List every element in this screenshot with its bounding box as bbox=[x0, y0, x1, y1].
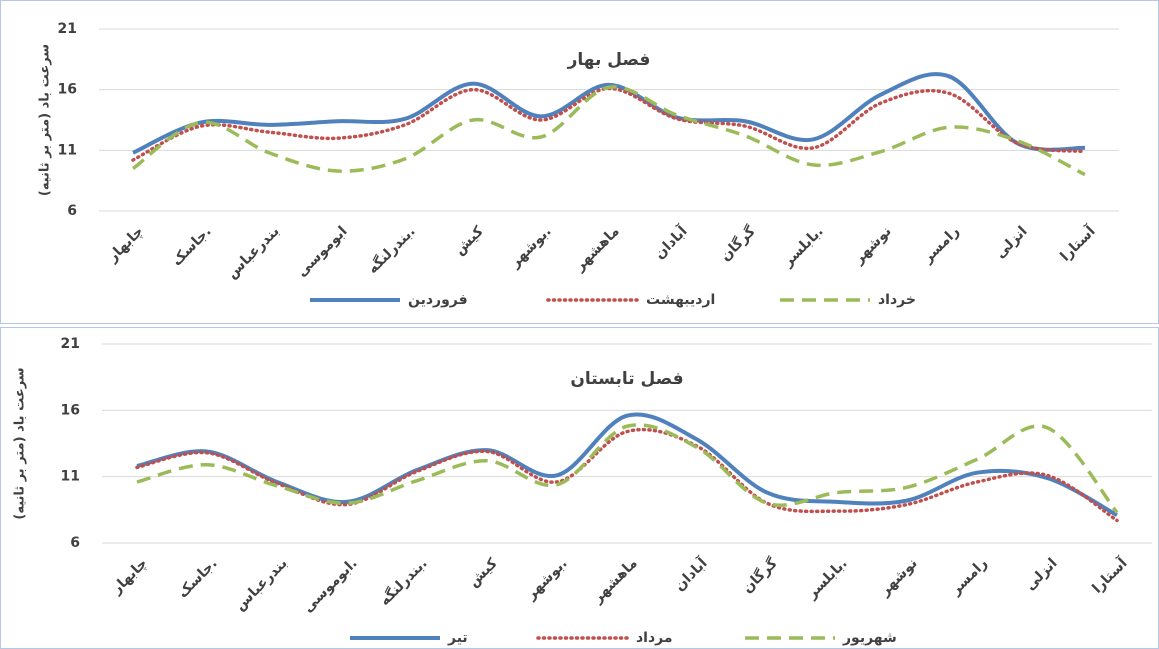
x-tick-label: بابلسر. bbox=[779, 223, 826, 270]
y-tick-label: 6 bbox=[67, 203, 77, 219]
x-tick-label: آستارا bbox=[1056, 221, 1100, 265]
y-axis-label: سرعت باد (متر بر ثانیه) bbox=[38, 44, 53, 196]
y-axis-label: سرعت باد (متر بر ثانیه) bbox=[13, 367, 28, 519]
y-tick-label: 16 bbox=[61, 402, 80, 418]
x-tick-label: چابهار bbox=[104, 223, 147, 266]
y-tick-label: 21 bbox=[61, 336, 80, 352]
x-tick-label: انزلی bbox=[992, 223, 1030, 261]
x-tick-label: کیش bbox=[452, 223, 488, 259]
x-tick-label: جاسک. bbox=[175, 555, 221, 601]
x-tick-label: ابوموسی. bbox=[300, 555, 360, 615]
x-tick-label: رامسر bbox=[919, 223, 962, 266]
series-line bbox=[136, 412, 1118, 517]
y-tick-label: 11 bbox=[58, 142, 77, 158]
y-tick-label: 6 bbox=[70, 535, 80, 551]
chart-frame bbox=[0, 0, 1159, 324]
x-tick-label: ماهشهر bbox=[571, 223, 623, 275]
x-tick-label: ابوموسی bbox=[294, 223, 351, 280]
legend-label: مرداد bbox=[636, 630, 673, 646]
x-tick-label: بابلسر. bbox=[803, 555, 850, 602]
x-tick-label: نوشهر bbox=[876, 555, 920, 599]
x-tick-label: آبادان bbox=[670, 553, 711, 594]
y-tick-label: 16 bbox=[58, 82, 77, 98]
x-tick-label: بندرلنگه. bbox=[364, 223, 418, 277]
chart-title: فصل تابستان bbox=[570, 369, 683, 389]
x-tick-label: چابهار bbox=[108, 555, 151, 598]
chart-title: فصل بهار bbox=[567, 50, 651, 70]
legend-label: تیر bbox=[447, 630, 468, 646]
series-line bbox=[132, 72, 1086, 155]
series-line bbox=[136, 423, 1119, 514]
x-tick-label: رامسر bbox=[947, 555, 990, 598]
legend-label: شهریور bbox=[842, 630, 897, 646]
series-line bbox=[135, 427, 1119, 523]
x-tick-label: نوشهر bbox=[850, 223, 894, 267]
x-tick-label: جاسک. bbox=[169, 223, 215, 269]
legend-label: خرداد bbox=[878, 292, 916, 308]
series-line bbox=[131, 85, 1086, 177]
x-tick-label: ماهشهر bbox=[589, 555, 641, 607]
x-tick-label: بندرعباس bbox=[224, 223, 283, 282]
x-tick-label: بندرلنگه. bbox=[376, 555, 430, 609]
x-tick-label: گرگان bbox=[717, 222, 759, 264]
x-tick-label: کیش bbox=[466, 555, 502, 591]
x-tick-label: آبادان bbox=[650, 221, 691, 262]
x-tick-label: انزلی bbox=[1022, 555, 1060, 593]
x-tick-label: آستارا bbox=[1088, 553, 1132, 597]
x-tick-label: گرگان bbox=[739, 554, 781, 596]
x-tick-label: بوشهر. bbox=[523, 555, 571, 603]
x-tick-label: بوشهر. bbox=[507, 223, 555, 271]
legend-label: اردیبهشت bbox=[646, 292, 715, 308]
legend-label: فروردین bbox=[408, 292, 468, 308]
y-tick-label: 21 bbox=[58, 21, 77, 37]
x-tick-label: بندرعباس bbox=[232, 555, 291, 614]
y-tick-label: 11 bbox=[61, 469, 80, 485]
